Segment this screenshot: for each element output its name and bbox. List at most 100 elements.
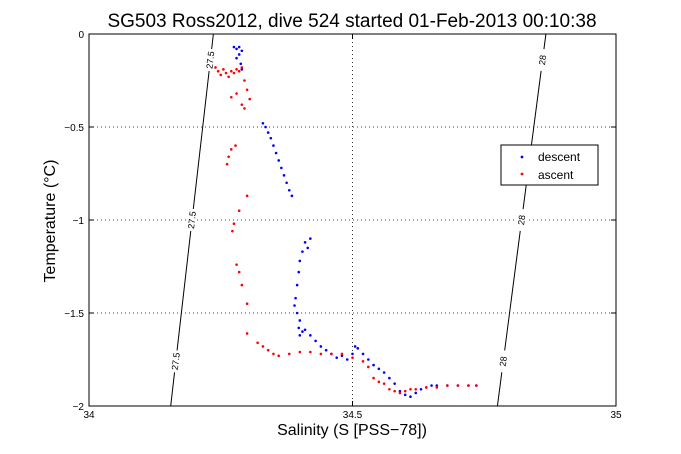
point-ascent [377,380,381,384]
point-descent [240,49,244,53]
point-descent [398,389,402,393]
point-ascent [232,71,236,75]
point-ascent [351,356,354,359]
point-ascent [393,389,396,393]
point-descent [272,144,275,147]
point-ascent [398,391,402,395]
isopycnal-label-bg [185,208,199,232]
point-descent [235,47,238,51]
point-descent [277,159,281,162]
point-ascent [340,352,344,356]
legend-label-descent: descent [538,150,581,164]
y-tick-label: 0 [78,30,84,41]
point-ascent [235,68,238,71]
point-descent [235,56,238,60]
point-ascent [219,73,223,77]
isopycnal-label-bg [496,349,510,373]
point-ascent [361,360,365,363]
isopycnal-label: 28 [537,54,548,65]
point-ascent [229,69,233,73]
point-ascent [266,348,270,352]
point-descent [435,384,439,387]
isopycnal-label-bg [536,48,549,72]
point-ascent [214,66,217,69]
point-ascent [240,283,244,287]
point-ascent [227,155,230,159]
point-ascent [227,75,230,79]
point-descent [240,68,244,71]
point-descent [290,194,294,198]
point-descent [261,121,265,125]
point-ascent [319,352,323,356]
y-tick-label: −2 [73,402,85,413]
x-tick-label: 34.5 [343,410,363,421]
point-descent [293,304,296,307]
isopycnal-label: 28 [516,214,527,225]
point-ascent [272,352,275,356]
point-descent [285,181,288,185]
point-ascent [237,209,241,212]
point-ascent [235,263,238,266]
point-descent [356,347,360,350]
point-descent [372,363,375,367]
point-ascent [245,332,249,335]
point-ascent [388,387,391,391]
point-ascent [261,345,265,348]
point-descent [377,367,381,371]
point-ascent [330,352,333,356]
point-ascent [222,68,225,71]
point-ascent [367,365,370,369]
y-tick-label: −0.5 [64,123,84,134]
point-ascent [287,352,291,356]
point-ascent [256,341,259,345]
chart-title: SG503 Ross2012, dive 524 started 01-Feb-… [107,11,596,32]
point-descent [232,45,236,49]
point-descent [303,328,307,332]
isopycnal-label-bg [169,349,183,373]
y-axis-label: Temperature (°C) [42,160,59,283]
isopycnal-label-bg [515,208,529,232]
point-descent [301,250,304,253]
isopycnal-label: 27.5 [186,211,198,230]
point-ascent [475,384,478,387]
point-ascent [409,387,412,391]
point-ascent [237,270,241,274]
point-ascent [372,376,375,380]
point-descent [353,345,357,348]
point-ascent [382,382,386,385]
point-descent [287,188,291,192]
point-descent [382,371,386,374]
point-descent [314,339,317,343]
x-tick-label: 34 [83,410,95,421]
point-ascent [235,92,238,95]
point-ascent [231,229,234,233]
point-descent [237,53,241,56]
point-ascent [403,389,407,393]
point-descent [388,376,391,380]
point-descent [419,387,423,391]
point-descent [303,241,307,244]
point-ascent [240,66,244,69]
point-descent [269,136,273,140]
point-descent [264,125,267,129]
point-descent [409,395,412,399]
point-descent [351,352,354,356]
point-ascent [229,148,233,151]
point-descent [295,283,299,287]
point-ascent [298,350,302,354]
isopycnal-label-bg [204,48,217,72]
point-descent [340,354,344,358]
point-descent [294,296,297,300]
point-ascent [240,103,244,106]
point-descent [298,319,302,322]
point-ascent [245,194,249,198]
point-ascent [224,71,228,75]
point-ascent [234,144,237,147]
point-ascent [225,162,229,166]
point-descent [367,358,370,361]
point-descent [309,334,312,337]
point-ascent [232,222,236,226]
point-descent [237,45,241,49]
point-descent [403,393,407,397]
